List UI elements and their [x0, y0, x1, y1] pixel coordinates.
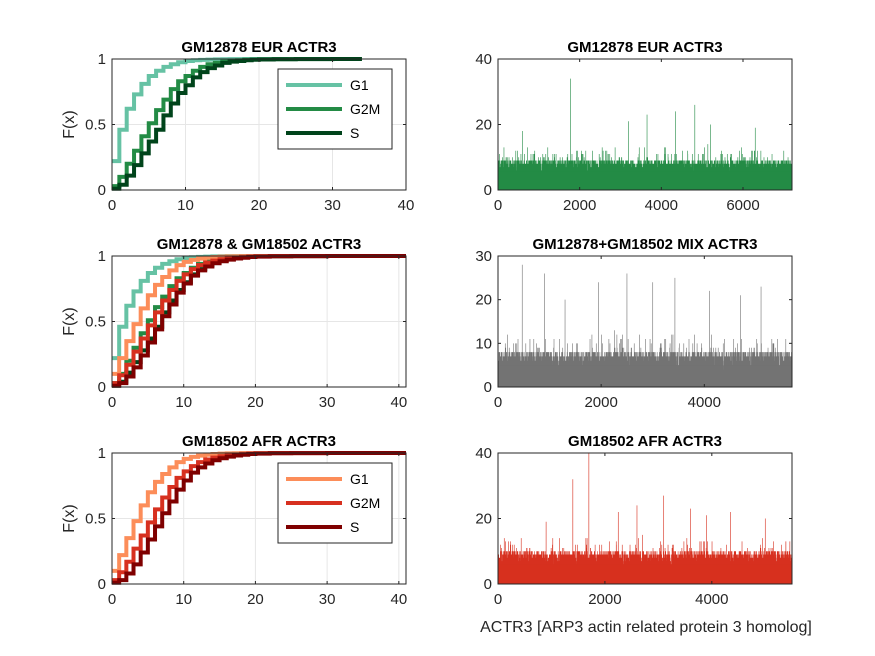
- y-tick-label: 0: [98, 576, 106, 593]
- x-tick-label: 0: [494, 394, 502, 411]
- histogram-dense-band: [498, 564, 792, 584]
- y-tick-label: 20: [475, 292, 492, 309]
- y-tick-label: 0.5: [85, 511, 106, 528]
- figure-xlabel: ACTR3 [ARP3 actin related protein 3 homo…: [480, 619, 812, 636]
- y-tick-label: 40: [475, 51, 492, 68]
- y-tick-label: 30: [475, 248, 492, 265]
- x-tick-label: 30: [324, 197, 341, 214]
- y-tick-label: 0: [98, 182, 106, 199]
- x-tick-label: 4000: [645, 197, 678, 214]
- panel-title: GM18502 AFR ACTR3: [568, 433, 722, 450]
- y-tick-label: 1: [98, 248, 106, 265]
- x-tick-label: 10: [177, 197, 194, 214]
- legend-label: G1: [350, 471, 369, 487]
- y-tick-label: 0.5: [85, 314, 106, 331]
- axes-box: [497, 255, 793, 388]
- y-tick-label: 40: [475, 445, 492, 462]
- panel-cdf-mix: 0 10 20 30 40 0 0.5 1 GM12878 & GM18502 ACTR3 F(x…: [61, 236, 407, 411]
- y-tick-label: 1: [98, 51, 106, 68]
- x-tick-label: 4000: [695, 591, 728, 608]
- x-tick-label: 2000: [588, 591, 621, 608]
- y-tick-label: 0: [484, 576, 492, 593]
- panel-hist-eur: 0 2000 4000 6000 0 20 40 GM12878 EUR ACTR3: [475, 39, 793, 214]
- y-axis-label: F(x): [61, 110, 78, 138]
- panel-hist-afr: 0 2000 4000 0 20 40 GM18502 AFR ACTR3: [475, 433, 793, 608]
- x-tick-label: 0: [494, 197, 502, 214]
- y-tick-label: 1: [98, 445, 106, 462]
- y-tick-label: 20: [475, 511, 492, 528]
- x-tick-label: 10: [175, 591, 192, 608]
- x-tick-label: 20: [247, 394, 264, 411]
- x-tick-label: 40: [398, 197, 415, 214]
- histogram-dense-band: [498, 365, 792, 387]
- x-tick-label: 0: [494, 591, 502, 608]
- x-tick-label: 10: [175, 394, 192, 411]
- y-axis-label: F(x): [61, 307, 78, 335]
- legend: G1 G2M S: [277, 68, 393, 150]
- x-tick-label: 0: [108, 197, 116, 214]
- panel-cdf-eur: 0 10 20 30 40 0 0.5 1 GM12878 EUR ACTR3 F(x) G1 G2M…: [61, 39, 414, 214]
- panel-title: GM18502 AFR ACTR3: [182, 433, 336, 450]
- legend-label: G1: [350, 77, 369, 93]
- x-tick-label: 2000: [584, 394, 617, 411]
- x-tick-label: 40: [390, 394, 407, 411]
- x-tick-label: 20: [251, 197, 268, 214]
- x-tick-label: 30: [319, 591, 336, 608]
- y-tick-label: 0: [484, 379, 492, 396]
- panel-title: GM12878 EUR ACTR3: [181, 39, 336, 56]
- y-tick-label: 20: [475, 117, 492, 134]
- x-tick-label: 40: [390, 591, 407, 608]
- panel-title: GM12878 & GM18502 ACTR3: [157, 236, 362, 253]
- x-tick-label: 30: [319, 394, 336, 411]
- panel-title: GM12878+GM18502 MIX ACTR3: [533, 236, 758, 253]
- x-tick-label: 20: [247, 591, 264, 608]
- x-tick-label: 0: [108, 591, 116, 608]
- x-tick-label: 6000: [726, 197, 759, 214]
- y-tick-label: 0: [484, 182, 492, 199]
- y-tick-label: 10: [475, 335, 492, 352]
- panel-title: GM12878 EUR ACTR3: [567, 39, 722, 56]
- y-tick-label: 0: [98, 379, 106, 396]
- x-tick-label: 4000: [688, 394, 721, 411]
- panel-cdf-afr: 0 10 20 30 40 0 0.5 1 GM18502 AFR ACTR3 F(x) G1 G2M…: [61, 433, 407, 608]
- histogram-dense-band: [498, 171, 792, 190]
- legend-label: G2M: [350, 101, 380, 117]
- y-tick-label: 0.5: [85, 117, 106, 134]
- legend-label: S: [350, 125, 359, 141]
- panel-hist-mix: 0 2000 4000 0 10 20 30 GM12878+GM18502 MIX ACTR…: [475, 236, 793, 411]
- legend-label: S: [350, 519, 359, 535]
- x-tick-label: 0: [108, 394, 116, 411]
- y-axis-label: F(x): [61, 504, 78, 532]
- legend: G1 G2M S: [277, 462, 393, 544]
- legend-label: G2M: [350, 495, 380, 511]
- x-tick-label: 2000: [563, 197, 596, 214]
